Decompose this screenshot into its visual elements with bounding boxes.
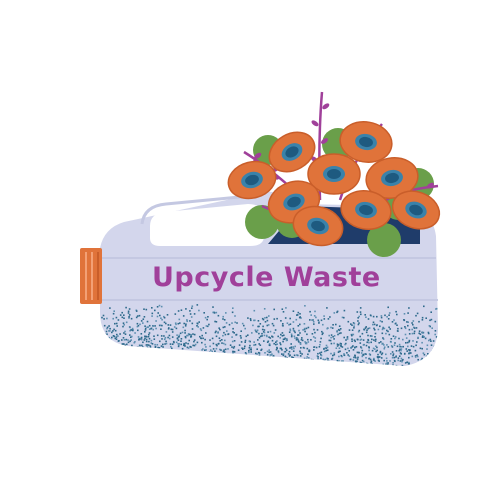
flower-icon [391,190,441,230]
flower-icon [268,131,316,173]
flower-icon [307,153,361,195]
leaf-icon [367,223,401,257]
handle-hole [150,204,264,246]
flower-icon [340,190,392,230]
logo-title: Upcycle Waste [152,262,381,293]
cap-icon [80,248,102,304]
flower-icon [292,205,344,247]
bouquet [227,91,441,257]
flower-icon [227,160,277,200]
flower-icon [339,121,393,163]
